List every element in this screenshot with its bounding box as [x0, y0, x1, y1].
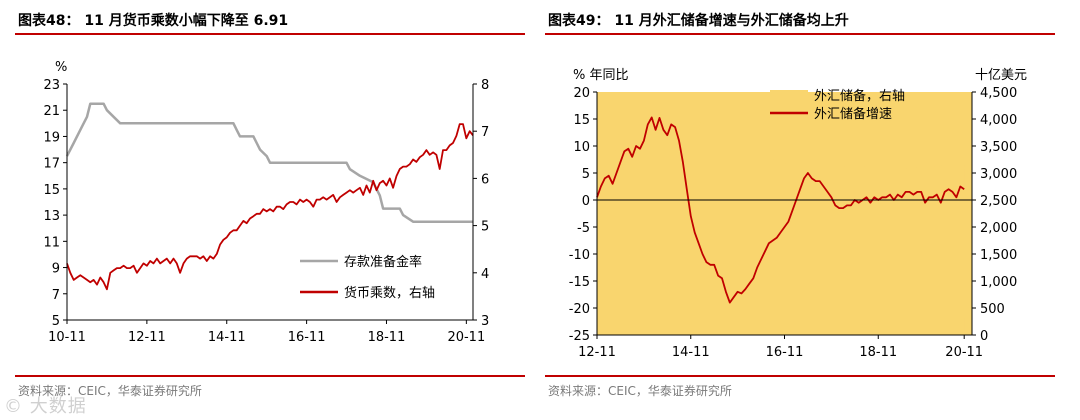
series-area-fx-reserves — [597, 121, 965, 335]
watermark-logo: © 大数据 — [4, 396, 87, 417]
chart-panel-money-multiplier: 图表48： 11 月货币乘数小幅下降至 6.91 23 21 19 17 15 13 11 9… — [15, 0, 530, 420]
left-tick-label: -25 — [569, 329, 590, 344]
left-axis-title: % — [55, 60, 67, 75]
right-tick-label: 500 — [980, 302, 1005, 317]
left-tick-label: 19 — [43, 130, 60, 145]
left-tick-label: 15 — [43, 183, 60, 198]
right-tick-label: 5 — [481, 220, 489, 235]
x-tick-label: 12-11 — [578, 345, 616, 360]
right-axis-title: 十亿美元 — [975, 68, 1027, 83]
left-tick-label: 15 — [573, 113, 590, 128]
left-tick-label: -15 — [569, 275, 590, 290]
right-tick-label: 7 — [481, 125, 489, 140]
right-tick-label: 2,500 — [980, 194, 1017, 209]
x-tick-label: 16-11 — [766, 345, 804, 360]
x-tick-label: 16-11 — [288, 330, 326, 345]
left-tick-label: 20 — [573, 86, 590, 101]
left-tick-label: 13 — [43, 209, 60, 224]
legend-label: 外汇储备增速 — [814, 106, 892, 122]
legend-swatch-area — [770, 90, 808, 101]
series-line-1 — [65, 102, 473, 223]
right-tick-label: 4,500 — [980, 86, 1017, 101]
source-rule — [545, 375, 1055, 377]
title-rule — [15, 33, 525, 35]
left-tick-label: -20 — [569, 302, 590, 317]
right-tick-label: 3 — [481, 314, 489, 329]
left-tick-label: 0 — [582, 194, 590, 209]
right-tick-label: 8 — [481, 78, 489, 93]
chart-money-multiplier: 23 21 19 17 15 13 11 9 7 5 8 7 6 5 4 3 10-11 12-11 14-11 16… — [43, 60, 489, 345]
right-tick-label: 6 — [481, 172, 489, 187]
source-note: 资料来源：CEIC，华泰证券研究所 — [18, 384, 202, 398]
x-tick-label: 18-11 — [368, 330, 406, 345]
chart-title: 图表48： 11 月货币乘数小幅下降至 6.91 — [18, 13, 289, 29]
right-tick-label: 1,000 — [980, 275, 1017, 290]
x-tick-label: 20-11 — [447, 330, 485, 345]
right-tick-label: 2,000 — [980, 221, 1017, 236]
left-tick-label: 9 — [52, 262, 60, 277]
legend-label: 存款准备金率 — [344, 254, 422, 270]
chart-panel-fx-reserves: 图表49： 11 月外汇储备增速与外汇储备均上升 20 15 10 5 0 -5 -10 -1… — [545, 0, 1060, 420]
source-rule — [15, 375, 525, 377]
left-tick-label: 5 — [52, 314, 60, 329]
left-tick-label: 5 — [582, 167, 590, 182]
left-tick-label: 21 — [43, 104, 60, 119]
x-tick-label: 10-11 — [48, 330, 86, 345]
left-tick-label: 23 — [43, 78, 60, 93]
x-tick-label: 14-11 — [208, 330, 246, 345]
right-tick-label: 3,500 — [980, 140, 1017, 155]
series-line-2 — [66, 123, 474, 291]
title-rule — [545, 33, 1055, 35]
chart-title: 图表49： 11 月外汇储备增速与外汇储备均上升 — [548, 13, 849, 29]
left-tick-label: 17 — [43, 157, 60, 172]
left-tick-label: 10 — [573, 140, 590, 155]
right-tick-label: 0 — [980, 329, 988, 344]
legend-label: 货币乘数，右轴 — [344, 285, 435, 301]
right-tick-label: 4,000 — [980, 113, 1017, 128]
left-tick-label: -5 — [577, 221, 590, 236]
series-line-2 — [596, 116, 965, 304]
x-tick-label: 20-11 — [945, 345, 983, 360]
right-tick-label: 1,500 — [980, 248, 1017, 263]
x-tick-label: 14-11 — [672, 345, 710, 360]
left-tick-label: 7 — [52, 288, 60, 303]
legend-label: 外汇储备，右轴 — [814, 88, 905, 104]
chart-fx-reserves: 20 15 10 5 0 -5 -10 -15 -20 -25 4,500 4,000 3,500 3,0… — [569, 68, 1027, 360]
x-tick-label: 18-11 — [859, 345, 897, 360]
left-tick-label: -10 — [569, 248, 590, 263]
right-tick-label: 3,000 — [980, 167, 1017, 182]
left-axis-title: % 年同比 — [573, 68, 629, 83]
source-note: 资料来源：CEIC，华泰证券研究所 — [548, 384, 732, 398]
right-tick-label: 4 — [481, 267, 489, 282]
left-tick-label: 11 — [43, 235, 60, 250]
x-tick-label: 12-11 — [128, 330, 166, 345]
